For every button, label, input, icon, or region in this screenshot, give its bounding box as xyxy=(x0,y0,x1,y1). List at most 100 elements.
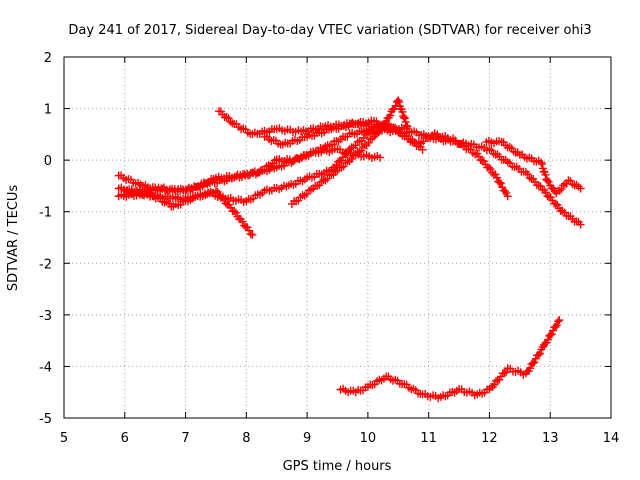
data-point xyxy=(555,316,564,325)
data-point xyxy=(535,349,544,358)
y-tick-label: 2 xyxy=(44,51,52,66)
data-point xyxy=(374,128,383,137)
y-tick-label: -5 xyxy=(39,412,52,427)
data-point xyxy=(495,178,504,187)
data-point xyxy=(557,185,566,194)
series-arc-4 xyxy=(120,119,427,207)
y-tick-label: 1 xyxy=(44,103,52,118)
y-axis-label: SDTVAR / TECUs xyxy=(6,185,21,292)
x-axis-label: GPS time / hours xyxy=(283,459,392,474)
data-point xyxy=(500,187,509,196)
series-arc-7 xyxy=(260,119,585,229)
data-point xyxy=(474,152,483,161)
data-point xyxy=(553,200,562,209)
data-point xyxy=(552,321,561,330)
data-point xyxy=(503,192,512,201)
data-point xyxy=(394,96,403,105)
data-point xyxy=(364,138,373,147)
data-point xyxy=(222,112,231,121)
data-point xyxy=(534,350,543,359)
data-point xyxy=(376,153,385,162)
data-point xyxy=(245,226,254,235)
data-point xyxy=(537,160,546,169)
data-point xyxy=(576,220,585,229)
data-point xyxy=(231,208,240,217)
x-tick-label: 11 xyxy=(420,431,437,446)
y-tick-label: -1 xyxy=(39,206,52,221)
x-tick-label: 6 xyxy=(121,431,129,446)
data-point xyxy=(373,129,382,138)
data-point xyxy=(342,149,351,158)
data-point xyxy=(368,134,377,143)
y-tick-label: -4 xyxy=(39,360,52,375)
x-tick-label: 14 xyxy=(603,431,620,446)
series-arc-2 xyxy=(114,144,385,196)
data-point xyxy=(401,117,410,126)
plot-frame xyxy=(63,56,612,419)
data-point xyxy=(355,147,364,156)
x-tick-label: 5 xyxy=(60,431,68,446)
data-point xyxy=(386,111,395,120)
y-tick-label: -2 xyxy=(39,257,52,272)
data-point xyxy=(572,180,581,189)
data-point xyxy=(551,199,560,208)
data-point xyxy=(395,98,404,107)
data-point xyxy=(353,137,362,146)
data-point xyxy=(321,176,330,185)
data-point xyxy=(418,145,427,154)
data-point xyxy=(490,380,499,389)
data-point xyxy=(551,322,560,331)
data-point xyxy=(347,155,356,164)
data-point xyxy=(502,368,511,377)
data-point xyxy=(526,364,535,373)
data-point xyxy=(496,179,505,188)
data-point xyxy=(224,114,233,123)
data-point xyxy=(525,173,534,182)
data-point xyxy=(536,182,545,191)
data-point xyxy=(546,330,555,339)
data-point xyxy=(547,330,556,339)
data-point xyxy=(576,184,585,193)
series-arc-8 xyxy=(482,136,585,198)
data-point xyxy=(479,157,488,166)
data-point xyxy=(543,335,552,344)
y-tick-label: 0 xyxy=(44,154,52,169)
data-point xyxy=(500,369,509,378)
data-point xyxy=(400,113,409,122)
x-tick-label: 10 xyxy=(360,431,377,446)
data-point xyxy=(559,181,568,190)
data-point xyxy=(484,163,493,172)
x-tick-label: 9 xyxy=(303,431,311,446)
chart-title: Day 241 of 2017, Sidereal Day-to-day VTE… xyxy=(68,23,591,38)
data-point xyxy=(523,170,532,179)
data-point xyxy=(541,170,550,179)
data-point xyxy=(555,186,564,195)
y-tick-label: -3 xyxy=(39,309,52,324)
data-point xyxy=(554,317,563,326)
data-point xyxy=(492,173,501,182)
x-tick-label: 12 xyxy=(481,431,498,446)
data-point xyxy=(486,164,495,173)
data-point xyxy=(238,217,247,226)
data-point xyxy=(228,119,237,128)
series-arc-9 xyxy=(336,316,564,403)
data-point xyxy=(505,143,514,152)
data-point xyxy=(246,230,255,239)
data-point xyxy=(248,230,257,239)
data-point xyxy=(544,177,553,186)
x-tick-label: 7 xyxy=(181,431,189,446)
series-layer xyxy=(114,96,585,403)
data-point xyxy=(357,146,366,155)
grid xyxy=(64,57,611,418)
data-point xyxy=(543,176,552,185)
data-point xyxy=(230,207,239,216)
x-tick-label: 13 xyxy=(542,431,559,446)
data-point xyxy=(530,358,539,367)
x-tick-label: 8 xyxy=(242,431,250,446)
data-point xyxy=(343,148,352,157)
data-point xyxy=(359,142,368,151)
data-point xyxy=(534,181,543,190)
data-point xyxy=(541,188,550,197)
